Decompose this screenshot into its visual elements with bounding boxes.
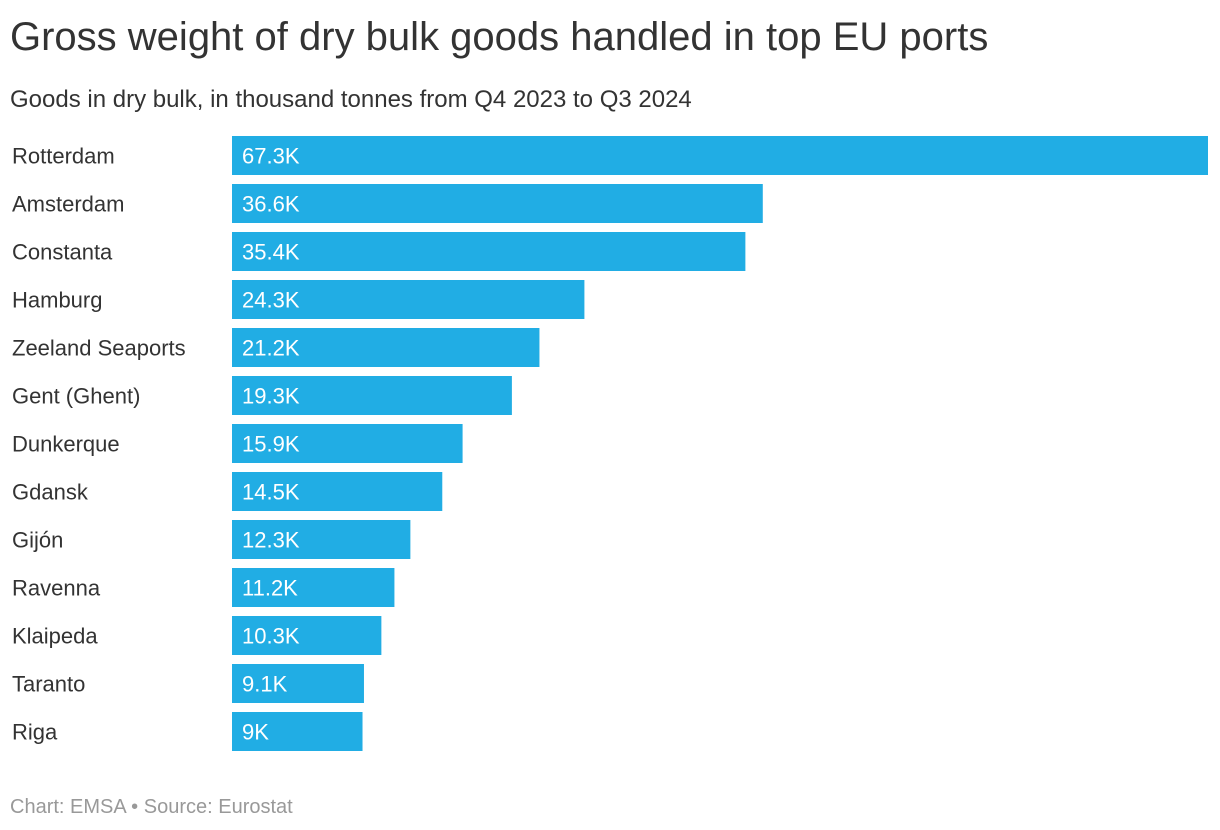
category-label: Gijón [12,528,63,553]
data-label: 9.1K [242,672,288,697]
category-label: Amsterdam [12,192,124,217]
bar[interactable] [232,712,363,751]
chart-title: Gross weight of dry bulk goods handled i… [10,15,989,59]
bar[interactable] [232,664,364,703]
category-label: Zeeland Seaports [12,336,186,361]
bar[interactable] [232,184,763,223]
data-label: 10.3K [242,624,300,649]
data-label: 9K [242,720,269,745]
data-label: 36.6K [242,192,300,217]
bar[interactable] [232,472,443,511]
category-label: Gdansk [12,480,89,505]
chart-subtitle: Goods in dry bulk, in thousand tonnes fr… [10,86,692,113]
data-label: 19.3K [242,384,300,409]
chart-footer: Chart: EMSA • Source: Eurostat [10,794,293,820]
bar[interactable] [232,520,411,559]
data-label: 35.4K [242,240,300,265]
bar[interactable] [232,616,382,655]
category-label: Hamburg [12,288,102,313]
category-label: Constanta [12,240,113,265]
data-label: 12.3K [242,528,300,553]
bar[interactable] [232,232,746,271]
bar[interactable] [232,280,585,319]
category-label: Dunkerque [12,432,120,457]
chart-credit: Chart: EMSA [10,796,126,818]
bar[interactable] [232,136,1208,175]
data-label: 14.5K [242,480,300,505]
category-label: Riga [12,720,58,745]
category-label: Taranto [12,672,85,697]
category-label: Rotterdam [12,144,115,169]
category-label: Gent (Ghent) [12,384,140,409]
footer-separator: • [131,796,139,818]
data-label: 21.2K [242,336,300,361]
bar[interactable] [232,376,512,415]
bar[interactable] [232,568,395,607]
data-label: 15.9K [242,432,300,457]
data-label: 67.3K [242,144,300,169]
bar[interactable] [232,328,540,367]
bar[interactable] [232,424,463,463]
data-label: 11.2K [242,576,298,601]
data-label: 24.3K [242,288,300,313]
category-label: Ravenna [12,576,101,601]
category-label: Klaipeda [12,624,98,649]
chart-source: Source: Eurostat [143,796,293,818]
